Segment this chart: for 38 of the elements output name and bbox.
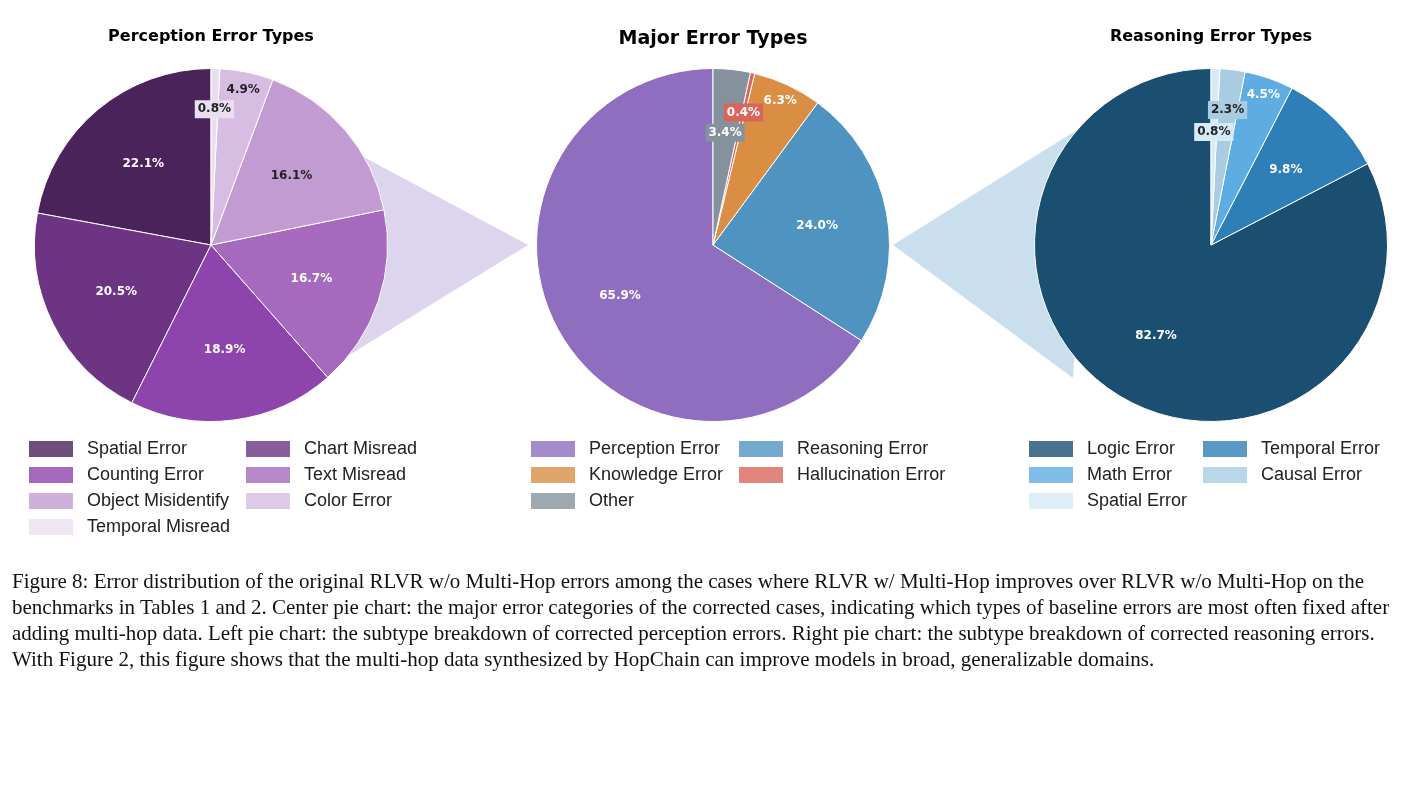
data-label: 24.0% [796,217,838,232]
legend-label: Math Error [1087,464,1173,485]
data-label: 65.9% [599,287,641,302]
chart-title: Major Error Types [617,26,809,50]
data-label: 4.5% [1246,87,1280,102]
data-label: 82.7% [1135,327,1177,342]
legend-label: Spatial Error [87,438,188,459]
data-label: 2.3% [1210,102,1245,117]
legend-label: Text Misread [304,464,407,485]
data-label: 0.8% [1197,124,1231,139]
legend-label: Object Misidentify [87,490,230,511]
data-label: 20.5% [95,284,138,299]
data-label: 6.3% [763,93,797,108]
legend-label: Spatial Error [1087,490,1188,511]
caption: Figure 8: Error distribution of the original RLVR w/o Multi-Hop errors among the cases where RLVR w/ Multi-Hop improves over RLVR w/o Multi-Hop on the benchmarks in Tables 1 and 2. Center pie chart: the major error categories of the corrected cases, indicating which types of baseline errors are most often fixed after adding multi-hop data. Left pie chart: the subtype breakdown of corrected perception errors. Right pie chart: the subtype breakdown of corrected reasoning errors. With Figure 2, this figure shows that the multi-hop data synthesized by HopChain can improve models in broad, generalizable domains. [12,568,1391,672]
chart-title: Reasoning Error Types [1108,26,1314,47]
legend-label: Other [589,490,635,511]
legend-label: Causal Error [1261,464,1363,485]
data-label: 4.9% [226,81,260,96]
data-label: 18.9% [203,342,246,357]
legend-label: Color Error [304,490,393,511]
data-label: 22.1% [122,155,165,170]
data-label: 16.1% [270,168,313,183]
legend-label: Reasoning Error [797,438,929,459]
chart-title: Perception Error Types [107,26,315,47]
data-label: 16.7% [290,270,333,285]
legend-label: Perception Error [589,438,721,459]
legend-label: Logic Error [1087,438,1176,459]
legend-label: Chart Misread [304,438,418,459]
data-label: 9.8% [1269,162,1303,177]
legend-label: Counting Error [87,464,205,485]
data-label: 0.8% [197,101,232,116]
data-label: 0.4% [726,104,761,119]
data-label: 3.4% [708,124,742,139]
legend-label: Hallucination Error [797,464,946,485]
legend-label: Temporal Misread [87,516,231,537]
legend-label: Knowledge Error [589,464,724,485]
legend-label: Temporal Error [1261,438,1381,459]
